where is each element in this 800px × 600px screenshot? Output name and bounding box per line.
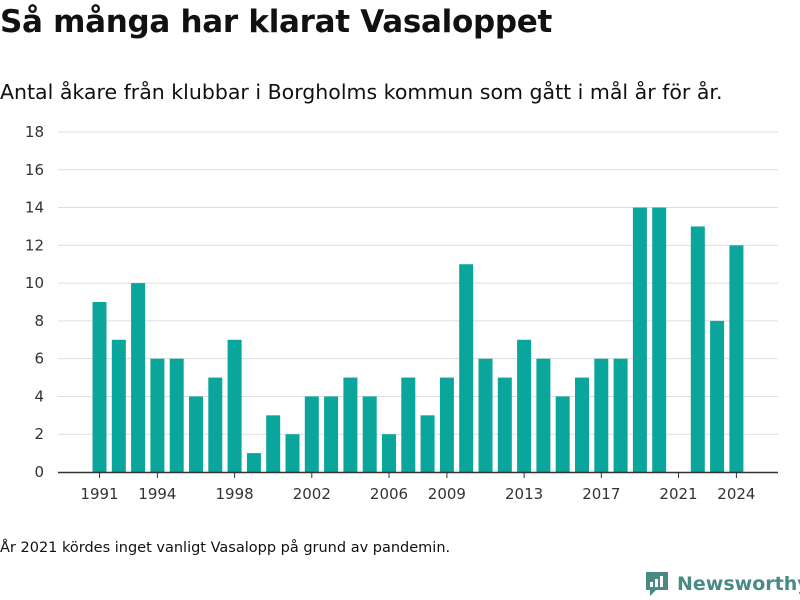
bar-2001 (285, 434, 300, 472)
bar-2008 (420, 415, 435, 472)
bar-2009 (439, 377, 454, 472)
y-tick-label: 18 (25, 123, 44, 141)
bar-2005 (362, 396, 377, 472)
y-tick-label: 16 (25, 161, 44, 179)
bar-2016 (575, 377, 589, 472)
bar-1992 (111, 339, 126, 472)
bar-2013 (517, 339, 532, 472)
y-tick-label: 12 (25, 236, 44, 254)
bars (92, 207, 744, 473)
x-axis-tick-labels: 1991 1994 1998 2002 2006 2009 2013 2017 2021 2024 (80, 472, 755, 503)
bar-2014 (536, 358, 551, 472)
bar-2002 (304, 396, 319, 472)
bar-2000 (266, 415, 281, 472)
bar-2006 (382, 434, 396, 472)
y-tick-label: 10 (25, 274, 44, 292)
y-tick-label: 0 (34, 463, 44, 481)
bar-2017 (594, 358, 609, 472)
x-tick-label: 1991 (80, 485, 118, 503)
bar-1991 (92, 302, 107, 472)
y-tick-label: 6 (34, 350, 44, 368)
chart-title: Så många har klarat Vasaloppet (0, 4, 553, 40)
x-tick-label: 1998 (216, 485, 254, 503)
brand-logo: Newsworthy (644, 570, 800, 598)
bar-2004 (343, 377, 358, 472)
x-tick-label: 2013 (505, 485, 543, 503)
bar-1999 (246, 453, 261, 472)
footnote: År 2021 kördes inget vanligt Vasalopp på… (0, 540, 451, 556)
y-tick-label: 2 (34, 425, 44, 443)
x-tick-label: 1994 (138, 485, 176, 503)
y-axis-tick-labels: 0 2 4 6 8 10 12 14 16 18 (25, 123, 44, 481)
bar-2010 (459, 264, 474, 472)
bar-1993 (131, 283, 146, 472)
bar-2015 (555, 396, 570, 472)
bar-2012 (497, 377, 512, 472)
bar-2020 (652, 207, 667, 473)
bar-1996 (189, 396, 203, 472)
y-tick-label: 8 (34, 312, 44, 330)
x-tick-label: 2006 (370, 485, 408, 503)
bar-2024 (729, 245, 744, 472)
newsworthy-logo-icon (646, 572, 668, 596)
bar-2023 (710, 320, 725, 472)
bar-1994 (150, 358, 165, 472)
bar-2022 (690, 226, 705, 472)
bar-2019 (632, 207, 647, 473)
bar-2007 (401, 377, 416, 472)
x-tick-label: 2024 (717, 485, 755, 503)
bar-1997 (208, 377, 223, 472)
grid-lines (58, 131, 778, 435)
bar-2011 (478, 358, 493, 472)
bar-2003 (324, 396, 339, 472)
x-tick-label: 2009 (428, 485, 466, 503)
y-tick-label: 4 (34, 387, 44, 405)
bar-1995 (169, 358, 184, 472)
y-tick-label: 14 (25, 199, 44, 217)
chart-subtitle: Antal åkare från klubbar i Borgholms kom… (0, 80, 723, 104)
bar-1998 (227, 339, 242, 472)
x-tick-label: 2021 (659, 485, 697, 503)
bar-2018 (613, 358, 628, 472)
x-tick-label: 2002 (293, 485, 331, 503)
x-tick-label: 2017 (582, 485, 620, 503)
brand-name: Newsworthy (677, 573, 800, 595)
